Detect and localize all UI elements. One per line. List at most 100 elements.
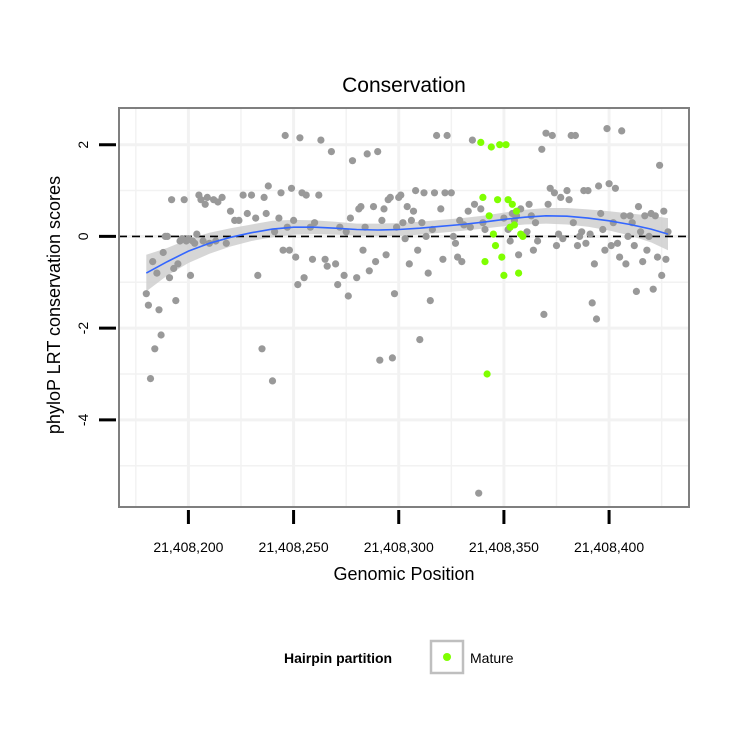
x-tick-label: 21,408,250 — [259, 539, 329, 555]
other-point — [595, 182, 603, 190]
other-point — [203, 193, 211, 201]
chart-title: Conservation — [342, 74, 466, 97]
scatter-points — [142, 125, 672, 497]
other-point — [458, 258, 466, 266]
other-point — [292, 253, 300, 261]
other-point — [346, 214, 354, 222]
other-point — [372, 258, 380, 266]
other-point — [546, 184, 554, 192]
mature-point — [491, 242, 500, 250]
other-point — [403, 203, 411, 211]
other-point — [477, 205, 485, 213]
other-point — [641, 212, 649, 220]
other-point — [336, 223, 344, 231]
other-point — [443, 131, 451, 140]
other-point — [300, 274, 308, 282]
other-point — [281, 131, 289, 140]
other-point — [618, 127, 626, 135]
other-point — [527, 212, 535, 220]
other-point — [538, 145, 546, 153]
other-point — [317, 136, 325, 144]
other-point — [353, 274, 361, 282]
other-point — [470, 200, 479, 208]
other-point — [500, 214, 508, 222]
other-point — [311, 219, 319, 227]
other-point — [578, 228, 586, 236]
other-point — [639, 258, 647, 266]
other-point — [611, 184, 620, 192]
other-point — [571, 131, 580, 140]
other-point — [218, 193, 226, 201]
other-point — [252, 214, 260, 222]
other-point — [662, 255, 670, 263]
other-point — [302, 191, 310, 199]
other-point — [157, 331, 165, 339]
other-point — [409, 207, 418, 215]
other-point — [277, 189, 285, 197]
other-point — [563, 187, 571, 195]
mature-point — [483, 370, 491, 378]
other-point — [550, 189, 559, 197]
other-point — [559, 235, 567, 243]
legend-title: Hairpin partition — [284, 650, 392, 666]
other-point — [226, 207, 235, 215]
mature-point — [515, 269, 523, 277]
x-axis-label: Genomic Position — [333, 564, 474, 584]
other-point — [260, 193, 268, 201]
other-point — [418, 219, 426, 227]
other-point — [441, 189, 449, 197]
other-point — [191, 239, 199, 247]
x-axis: 21,408,200 21,408,250 21,408,300 21,408,350… — [153, 510, 644, 555]
mature-point — [512, 207, 521, 215]
other-point — [186, 271, 195, 279]
smooth-line — [145, 214, 669, 274]
other-point — [649, 285, 657, 293]
other-point — [386, 193, 394, 201]
panel-border — [118, 107, 690, 508]
y-tick-label: -4 — [75, 413, 91, 426]
other-point — [155, 306, 163, 314]
other-point — [464, 207, 472, 215]
other-point — [433, 131, 441, 140]
other-point — [296, 134, 304, 142]
other-point — [159, 248, 167, 257]
other-point — [548, 131, 556, 140]
other-point — [264, 182, 272, 190]
other-point — [523, 228, 531, 236]
y-axis: 2 0 -2 -4 — [75, 141, 116, 426]
other-point — [586, 230, 594, 238]
other-point — [165, 274, 174, 282]
legend-entry-mature: Mature — [470, 650, 514, 666]
other-point — [454, 253, 462, 261]
other-point — [163, 232, 171, 240]
other-point — [645, 232, 653, 240]
other-point — [416, 336, 424, 344]
mature-point — [496, 141, 504, 149]
other-point — [342, 228, 350, 236]
other-point — [626, 212, 634, 220]
other-point — [308, 255, 317, 263]
mature-point — [489, 230, 497, 238]
other-point — [468, 136, 476, 144]
other-point — [153, 269, 161, 277]
other-point — [426, 297, 434, 305]
other-point — [620, 212, 628, 220]
other-point — [412, 187, 420, 195]
other-point — [174, 260, 182, 268]
other-point — [456, 216, 464, 224]
other-point — [515, 251, 523, 259]
other-point — [275, 214, 283, 222]
other-point — [401, 235, 409, 243]
other-point — [262, 209, 270, 218]
other-point — [592, 315, 601, 323]
mature-point — [485, 212, 493, 220]
y-tick-label: 2 — [75, 141, 91, 149]
mature-point — [508, 200, 516, 208]
other-point — [588, 299, 596, 307]
other-point — [569, 219, 577, 227]
other-point — [235, 216, 243, 224]
other-point — [449, 232, 457, 240]
plot-panel — [119, 108, 689, 507]
other-point — [624, 232, 632, 240]
other-point — [555, 230, 563, 238]
